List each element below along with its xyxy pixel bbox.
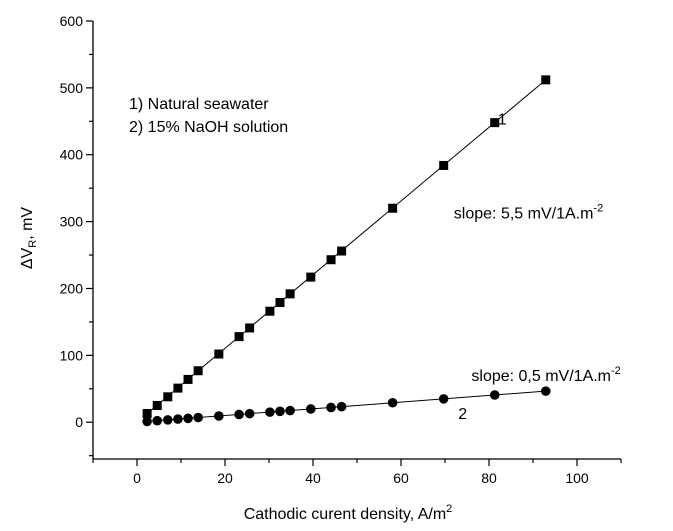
x-tick-label: 40 <box>305 470 321 486</box>
data-point-series-2 <box>193 412 203 423</box>
annotations: 1 2 slope: 5,5 mV/1A.m-2 slope: 0,5 mV/1… <box>454 112 621 423</box>
data-point-series-2 <box>540 386 551 396</box>
legend-entry-1: 1) Natural seawater <box>129 96 269 113</box>
x-tick-label: 0 <box>133 470 141 486</box>
data-point-series-1 <box>439 160 449 170</box>
data-point-series-2 <box>387 397 398 408</box>
x-tick-label: 100 <box>565 470 589 486</box>
data-point-series-1 <box>275 298 285 308</box>
data-point-series-2 <box>489 390 500 400</box>
data-point-series-2 <box>326 402 336 413</box>
slope-label-2: slope: 0,5 mV/1A.m-2 <box>471 365 620 385</box>
data-point-series-1 <box>173 383 183 393</box>
data-point-series-1 <box>541 75 551 85</box>
y-tick-label: 100 <box>60 347 84 363</box>
data-point-series-2 <box>142 416 152 427</box>
series-label-1: 1 <box>498 112 507 129</box>
x-tick-label: 60 <box>393 470 409 486</box>
x-tick-label: 20 <box>217 470 233 486</box>
legend-entry-2: 2) 15% NaOH solution <box>129 119 288 136</box>
data-point-series-2 <box>336 401 347 412</box>
data-point-series-1 <box>285 289 295 299</box>
data-point-series-1 <box>142 409 152 419</box>
legend: 1) Natural seawater 2) 15% NaOH solution <box>129 96 288 136</box>
data-point-series-1 <box>326 255 336 265</box>
y-tick-label: 500 <box>60 80 84 96</box>
axes: 0 20 40 60 80 100 0 100 200 300 400 500 600 <box>60 13 622 486</box>
data-point-series-2 <box>275 406 285 417</box>
data-point-series-1 <box>265 306 275 316</box>
data-point-series-2 <box>163 415 173 425</box>
data-marks <box>142 75 551 427</box>
y-tick-label: 300 <box>60 214 84 230</box>
data-point-series-1 <box>306 272 316 282</box>
data-point-series-1 <box>490 118 500 128</box>
data-point-series-1 <box>388 203 398 213</box>
data-point-series-2 <box>265 407 275 417</box>
y-tick-label: 400 <box>60 147 84 163</box>
data-point-series-2 <box>214 411 224 421</box>
data-point-series-2 <box>234 409 244 420</box>
data-point-series-1 <box>245 323 255 333</box>
fit-line-series-2 <box>147 390 546 422</box>
data-point-series-2 <box>438 394 449 404</box>
data-point-series-1 <box>183 374 193 384</box>
data-point-series-1 <box>163 392 173 402</box>
data-point-series-2 <box>244 408 255 419</box>
data-point-series-2 <box>173 414 183 424</box>
data-point-series-1 <box>214 349 224 359</box>
y-tick-label: 600 <box>60 13 84 29</box>
slope-label-1: slope: 5,5 mV/1A.m-2 <box>454 202 603 222</box>
data-point-series-1 <box>193 366 203 376</box>
data-point-series-1 <box>234 332 244 342</box>
data-point-series-2 <box>306 404 316 414</box>
data-point-series-2 <box>152 415 163 426</box>
data-point-series-1 <box>152 401 162 411</box>
y-tick-label: 0 <box>75 414 83 430</box>
data-point-series-2 <box>183 413 193 424</box>
data-point-series-2 <box>285 405 295 416</box>
series-label-2: 2 <box>458 406 467 423</box>
x-tick-label: 80 <box>481 470 497 486</box>
y-axis-title: ΔVR, mV <box>19 207 39 270</box>
data-point-series-1 <box>337 246 347 256</box>
x-axis-title: Cathodic curent density, A/m2 <box>244 503 453 523</box>
fit-line-series-1 <box>146 79 547 414</box>
y-tick-label: 200 <box>60 280 84 296</box>
fit-lines <box>146 79 547 422</box>
